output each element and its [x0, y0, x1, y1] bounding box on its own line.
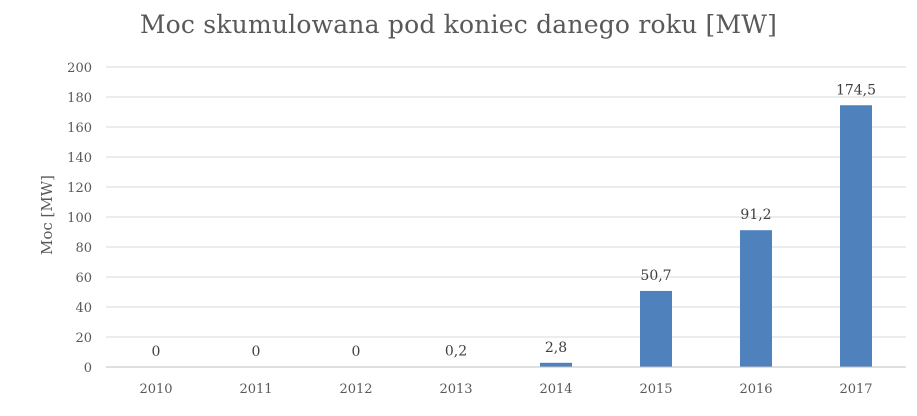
y-tick-label: 60	[75, 271, 92, 286]
gridlines	[106, 66, 906, 338]
x-tick-label-2013: 2013	[439, 382, 472, 397]
y-tick-label: 140	[67, 151, 92, 166]
labels: 0 20 40 60 80 100 120 140 160 180 200 0 2010 0 2011 0 20…	[38, 61, 876, 397]
x-tick-label-2011: 2011	[239, 382, 272, 397]
x-tick-label-2016: 2016	[739, 382, 772, 397]
data-label-2010: 0	[152, 344, 161, 360]
y-tick-label: 40	[75, 301, 92, 316]
bars	[440, 105, 872, 367]
y-tick-label: 20	[75, 331, 92, 346]
y-tick-label: 120	[67, 181, 92, 196]
y-tick-label: 0	[84, 361, 92, 376]
x-tick-label-2015: 2015	[639, 382, 672, 397]
y-tick-label: 180	[67, 91, 92, 106]
data-label-2013: 0,2	[445, 344, 467, 360]
data-label-2012: 0	[352, 344, 361, 360]
y-axis-title: Moc [MW]	[38, 175, 56, 255]
x-tick-label-2010: 2010	[139, 382, 172, 397]
x-tick-label-2012: 2012	[339, 382, 372, 397]
y-tick-label: 80	[75, 241, 92, 256]
chart-title: Moc skumulowana pod koniec danego roku […	[139, 10, 778, 39]
y-tick-label: 100	[67, 211, 92, 226]
data-label-2011: 0	[252, 344, 261, 360]
bar-2016	[740, 230, 772, 367]
data-label-2014: 2,8	[545, 340, 567, 356]
x-tick-label-2017: 2017	[839, 382, 872, 397]
data-label-2015: 50,7	[640, 268, 671, 284]
bar-2014	[540, 362, 572, 367]
y-tick-label: 160	[67, 121, 92, 136]
y-tick-label: 200	[67, 61, 92, 76]
bar-2015	[640, 290, 672, 367]
data-label-2016: 91,2	[740, 207, 771, 223]
bar-2017	[840, 105, 872, 367]
x-tick-label-2014: 2014	[539, 382, 572, 397]
data-label-2017: 174,5	[836, 82, 876, 98]
